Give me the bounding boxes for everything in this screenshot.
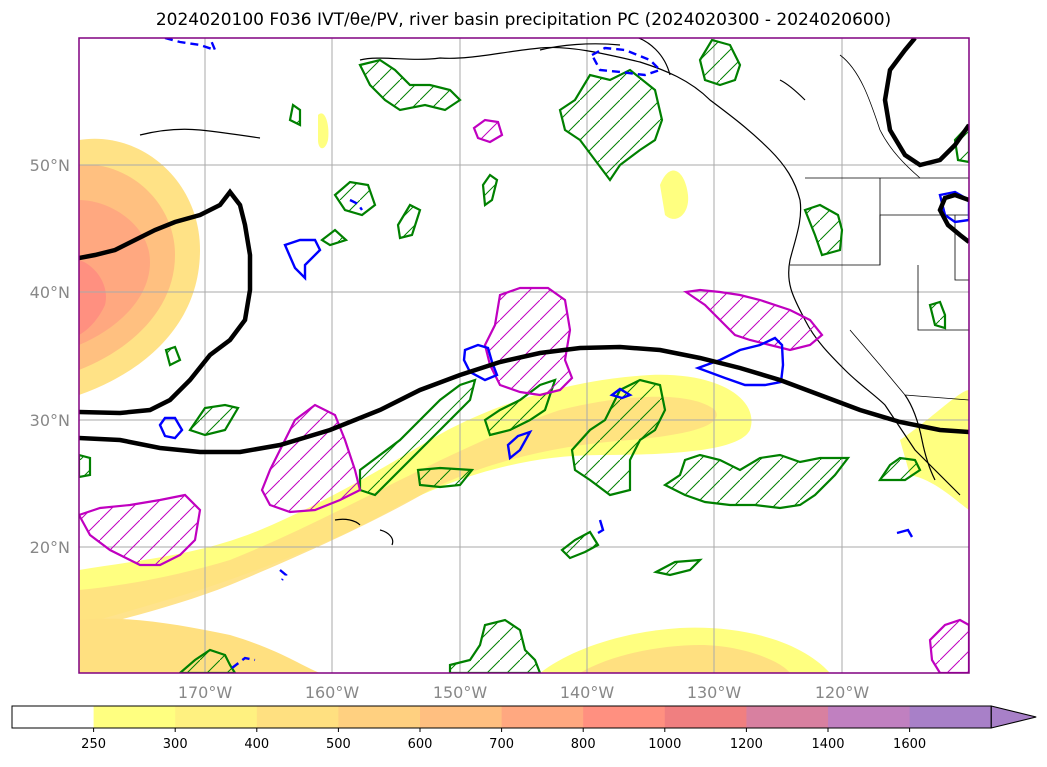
colorbar-tick-label: 800 bbox=[571, 737, 596, 752]
colorbar-tick-label: 600 bbox=[408, 737, 433, 752]
blue-contours bbox=[158, 190, 969, 538]
colorbar-tick-label: 250 bbox=[81, 737, 106, 752]
colorbar-tick-label: 400 bbox=[244, 737, 269, 752]
lon-label-140w: 140°W bbox=[560, 683, 615, 702]
blue-dashed-contours bbox=[164, 38, 663, 669]
lon-label-170w: 170°W bbox=[178, 683, 233, 702]
colorbar-extend-arrow bbox=[990, 705, 1037, 729]
colorbar-segment bbox=[338, 706, 421, 728]
colorbar-segment bbox=[420, 706, 503, 728]
colorbar-segment bbox=[909, 706, 992, 728]
colorbar-tick-label: 1400 bbox=[811, 737, 844, 752]
map-layers bbox=[79, 38, 969, 673]
colorbar-segment bbox=[746, 706, 829, 728]
colorbar-segment bbox=[256, 706, 339, 728]
lat-label-40n: 40°N bbox=[30, 283, 70, 302]
magenta-contours bbox=[79, 118, 969, 673]
lat-label-20n: 20°N bbox=[30, 538, 70, 557]
colorbar-segment bbox=[12, 706, 95, 728]
political-borders bbox=[790, 54, 969, 401]
pv-contours bbox=[79, 38, 969, 455]
colorbar-segment bbox=[175, 706, 258, 728]
colorbar-tick-label: 300 bbox=[163, 737, 188, 752]
colorbar-tick-label: 500 bbox=[326, 737, 351, 752]
ivt-colorbar: 250 300 400 500 600 700 800 1000 1200 1400 1600 bbox=[11, 705, 1037, 752]
colorbar-segment bbox=[93, 706, 176, 728]
lat-label-50n: 50°N bbox=[30, 156, 70, 175]
lon-label-160w: 160°W bbox=[305, 683, 360, 702]
lon-label-150w: 150°W bbox=[433, 683, 488, 702]
coastlines bbox=[139, 38, 961, 546]
colorbar-tick-label: 1200 bbox=[730, 737, 763, 752]
map-title: 2024020100 F036 IVT/θe/PV, river basin p… bbox=[155, 10, 892, 30]
colorbar-tick-label: 700 bbox=[489, 737, 514, 752]
map-frame bbox=[78, 37, 970, 674]
colorbar-segment bbox=[828, 706, 911, 728]
colorbar-segment bbox=[583, 706, 666, 728]
lat-label-30n: 30°N bbox=[30, 411, 70, 430]
colorbar-tick-label: 1000 bbox=[648, 737, 681, 752]
colorbar-tick-label: 1600 bbox=[893, 737, 926, 752]
green-contours bbox=[79, 38, 969, 673]
colorbar-segment bbox=[501, 706, 584, 728]
lon-label-120w: 120°W bbox=[815, 683, 870, 702]
lon-label-130w: 130°W bbox=[687, 683, 742, 702]
colorbar-segment bbox=[664, 706, 747, 728]
